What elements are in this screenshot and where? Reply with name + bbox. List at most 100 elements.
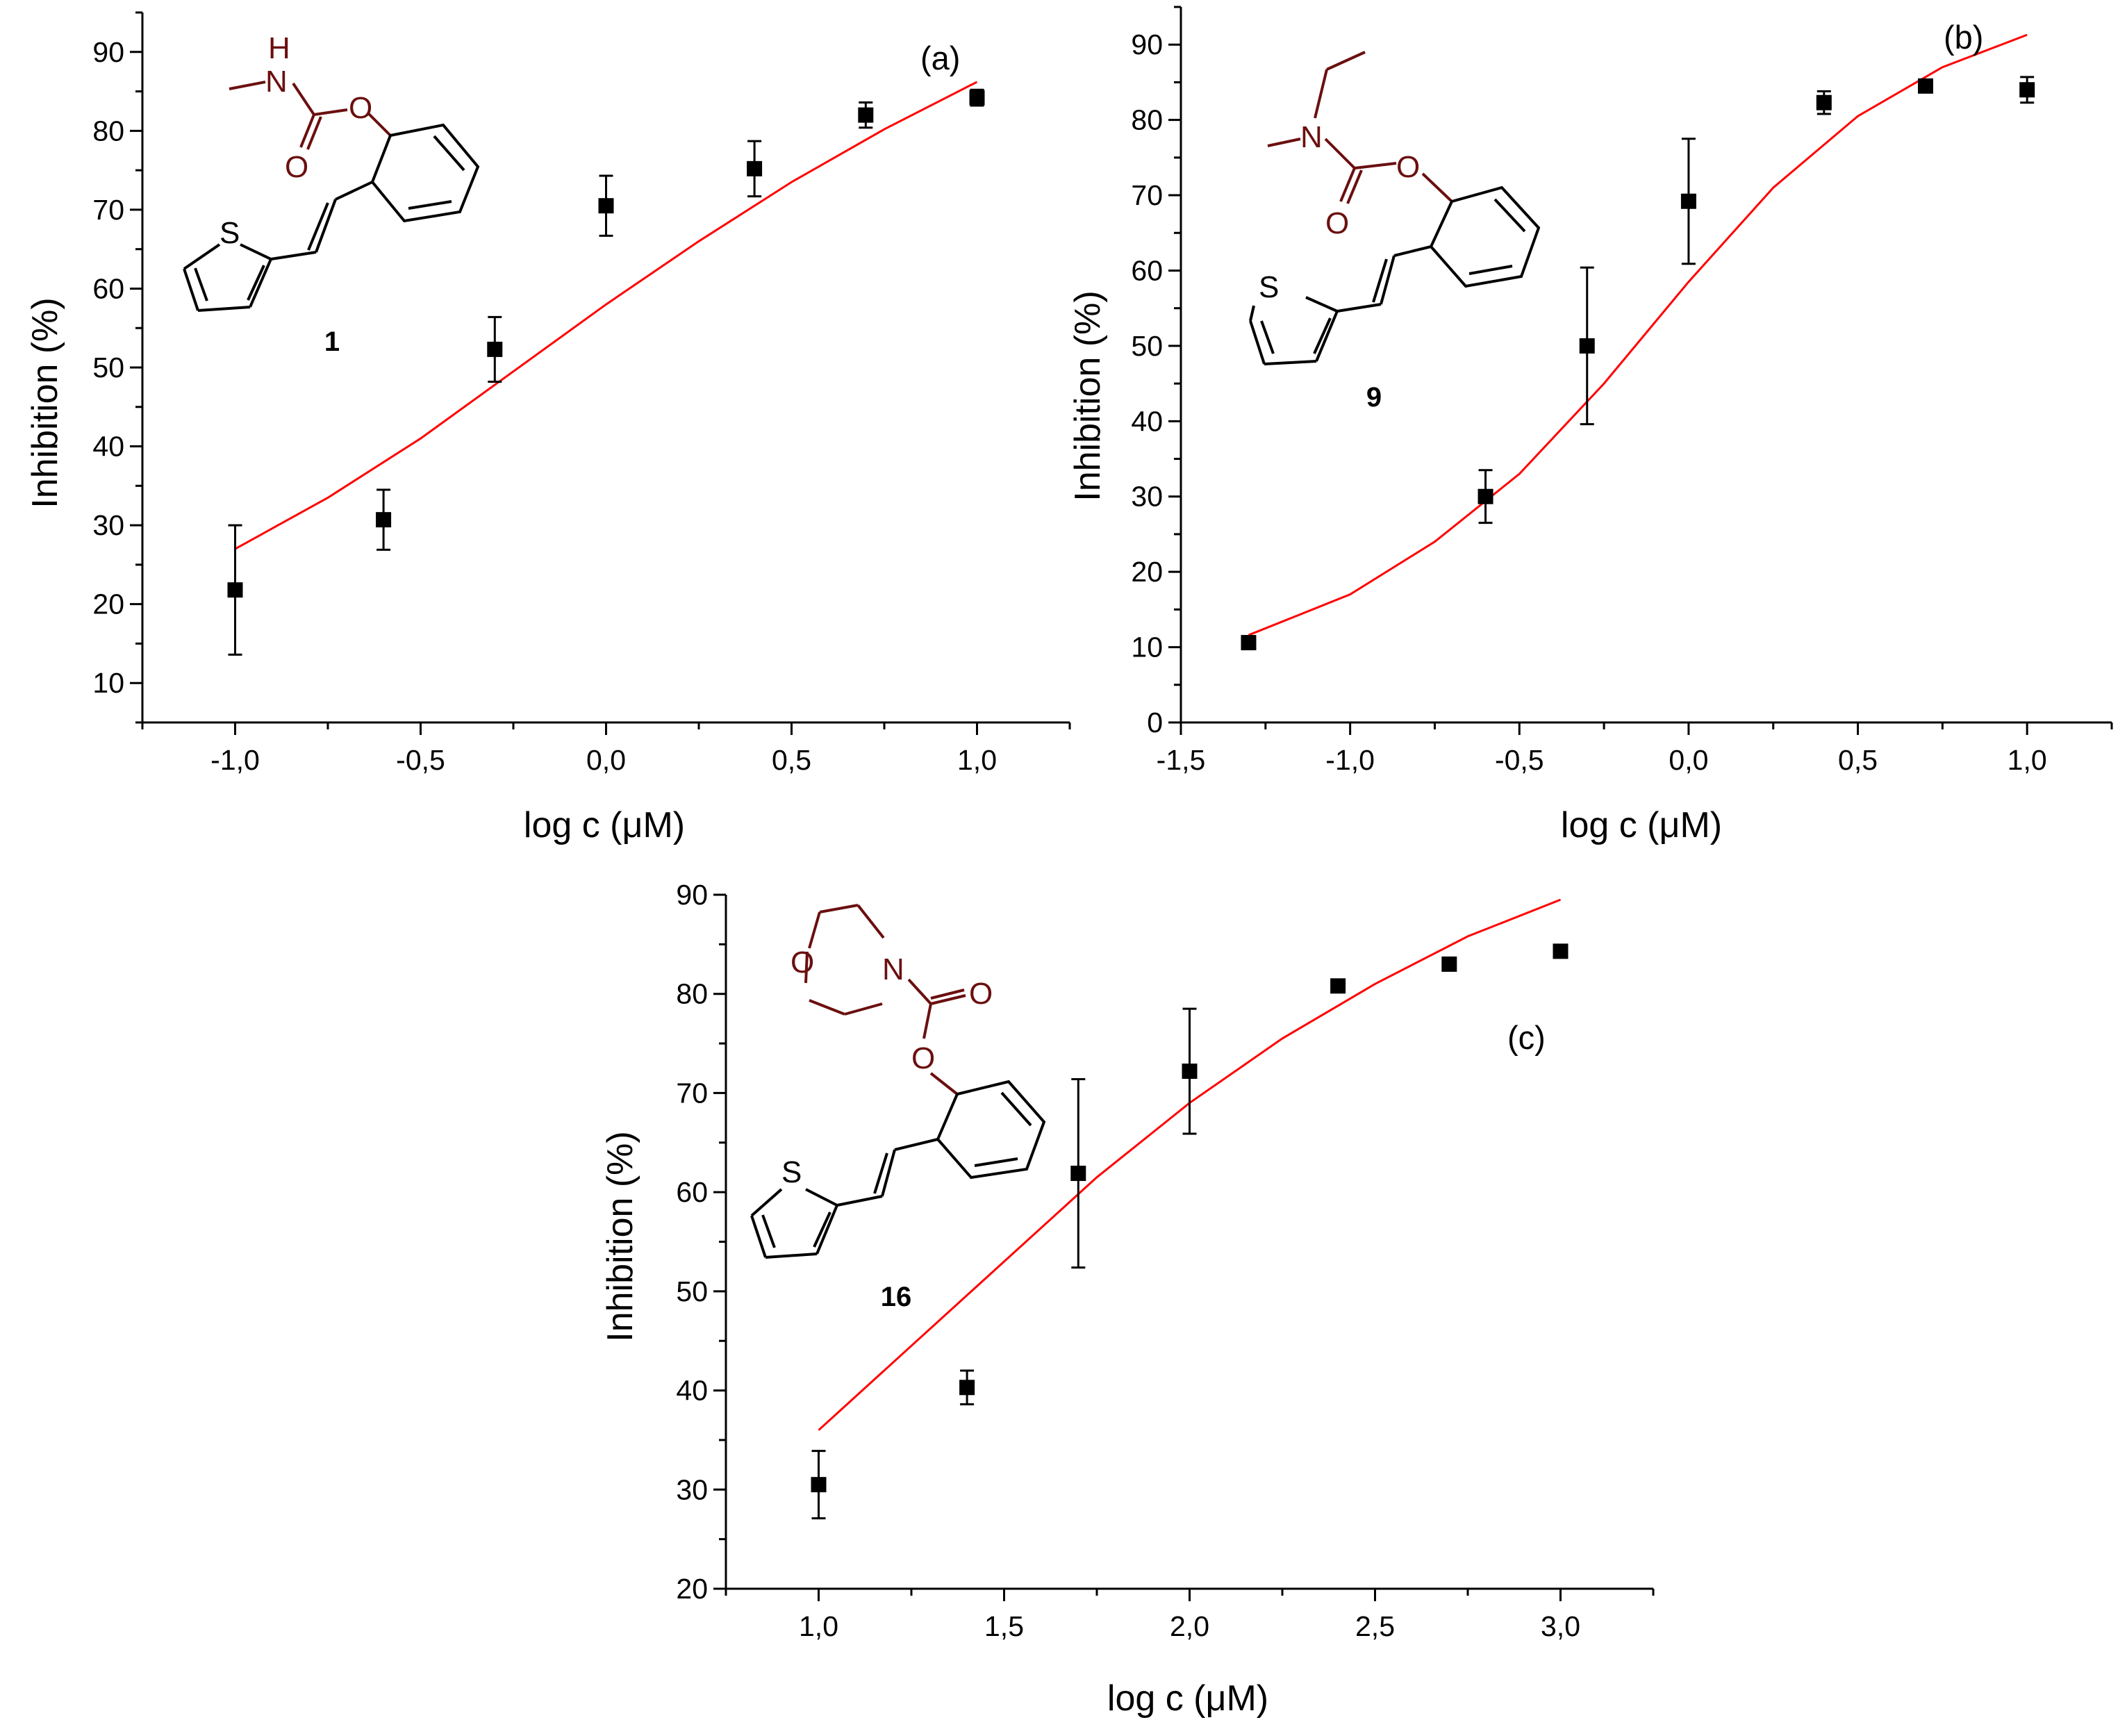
y-tick-label-b: 60 (1131, 254, 1163, 286)
compound-label-16: 16 (881, 1282, 912, 1312)
y-tick-label-c: 30 (676, 1473, 708, 1505)
x-axis-label-c: log c (μM) (1107, 1678, 1268, 1719)
fit-curve-c (818, 898, 1562, 1431)
y-tick-label-c: 80 (676, 978, 708, 1010)
y-tick-label-b: 70 (1131, 179, 1163, 211)
atom-label-h-1: H (268, 31, 290, 65)
data-point-a (747, 160, 763, 176)
data-point-c (1070, 1166, 1086, 1182)
y-tick-label-c: 20 (676, 1573, 708, 1605)
y-tick-label-a: 30 (92, 509, 124, 541)
data-point-a (376, 512, 392, 528)
data-point-a (227, 582, 243, 598)
data-point-a (969, 90, 985, 106)
panel-tag-a: (a) (920, 40, 960, 76)
y-tick-label-b: 50 (1131, 330, 1163, 362)
y-tick-label-c: 70 (676, 1077, 708, 1109)
x-tick-label-b: 0,5 (1838, 744, 1878, 776)
atom-label-s-16: S (781, 1155, 802, 1189)
data-point-b (1579, 338, 1595, 354)
plot-area-a: -1,0 -0,5 0,0 0,5 1,0 10 20 30 40 50 60 70 80 90 (92, 11, 1071, 776)
atom-label-n-16: N (882, 952, 904, 986)
y-axis-label-a: Inhibition (%) (25, 297, 65, 508)
data-point-b (1918, 78, 1933, 94)
data-point-b (1680, 193, 1696, 209)
y-tick-label-c: 50 (676, 1275, 708, 1307)
data-point-a (858, 107, 874, 123)
atom-label-o-carbonyl-1: O (285, 150, 308, 184)
x-tick-label-c: 1,5 (984, 1610, 1024, 1642)
chart-panel-c: 1,0 1,5 2,0 2,5 3,0 20 30 40 50 60 70 80 90 (c) log … (600, 879, 1655, 1719)
atom-label-o-ester-9: O (1396, 150, 1420, 184)
y-tick-label-b: 10 (1131, 631, 1163, 663)
y-tick-label-b: 30 (1131, 481, 1163, 513)
compound-label-9: 9 (1366, 382, 1382, 413)
data-point-c (1182, 1064, 1198, 1080)
fit-curve-a (234, 81, 978, 550)
atom-label-o-ring-16: O (791, 945, 814, 979)
molecule-structure-9 (1249, 51, 1541, 365)
atom-label-o-carbonyl-16: O (969, 977, 993, 1011)
x-tick-label-b: 1,0 (2008, 744, 2047, 776)
y-tick-label-b: 0 (1147, 706, 1163, 738)
y-tick-label-b: 80 (1131, 104, 1163, 136)
data-point-a (598, 198, 614, 214)
fit-curve-b (1248, 33, 2028, 636)
y-tick-label-c: 90 (676, 879, 708, 911)
data-point-c (811, 1477, 827, 1493)
atom-label-o-ester-16: O (911, 1041, 935, 1075)
chart-panel-b: -1,5 -1,0 -0,5 0,0 0,5 1,0 0 10 20 30 40 50 60 70 80 90… (1068, 6, 2113, 845)
x-tick-label-c: 3,0 (1541, 1610, 1580, 1642)
x-tick-label-c: 2,5 (1355, 1610, 1395, 1642)
x-tick-label-c: 2,0 (1170, 1610, 1209, 1642)
x-axis-label-b: log c (μM) (1561, 805, 1722, 845)
y-tick-label-b: 40 (1131, 405, 1163, 437)
y-tick-label-c: 60 (676, 1176, 708, 1208)
atom-label-n-9: N (1300, 120, 1323, 154)
y-tick-label-a: 80 (92, 115, 124, 147)
atom-label-s-1: S (220, 216, 240, 250)
y-tick-label-a: 10 (92, 667, 124, 699)
data-point-b (1478, 488, 1493, 504)
y-axis-label-b: Inhibition (%) (1068, 290, 1108, 501)
data-point-b (2019, 82, 2035, 98)
y-tick-label-a: 90 (92, 36, 124, 68)
x-tick-label-a: -0,5 (396, 744, 445, 776)
plot-area-c: 1,0 1,5 2,0 2,5 3,0 20 30 40 50 60 70 80 90 (676, 879, 1655, 1642)
compound-label-1: 1 (324, 326, 340, 357)
x-tick-label-b: -1,5 (1157, 744, 1206, 776)
data-point-b (1816, 94, 1832, 110)
x-tick-label-a: 1,0 (957, 744, 997, 776)
data-point-c (1330, 978, 1346, 994)
y-tick-label-a: 70 (92, 194, 124, 226)
y-tick-label-a: 60 (92, 272, 124, 304)
x-tick-label-c: 1,0 (799, 1610, 838, 1642)
x-tick-label-a: 0,0 (586, 744, 626, 776)
panel-tag-b: (b) (1944, 19, 1983, 56)
x-tick-label-b: 0,0 (1669, 744, 1708, 776)
atom-label-n-1: N (265, 65, 288, 99)
y-tick-label-a: 20 (92, 588, 124, 620)
x-axis-label-a: log c (μM) (524, 805, 685, 845)
y-tick-label-a: 50 (92, 352, 124, 383)
x-tick-label-a: -1,0 (210, 744, 260, 776)
y-tick-label-a: 40 (92, 431, 124, 463)
x-tick-label-b: -0,5 (1495, 744, 1544, 776)
atom-label-s-9: S (1259, 270, 1279, 304)
y-tick-label-c: 40 (676, 1375, 708, 1407)
data-point-b (1241, 635, 1257, 651)
atom-label-o-ester-1: O (349, 91, 372, 125)
y-tick-label-b: 20 (1131, 556, 1163, 588)
y-tick-label-b: 90 (1131, 28, 1163, 60)
molecule-structure-16 (750, 904, 1046, 1259)
plot-area-b: -1,5 -1,0 -0,5 0,0 0,5 1,0 0 10 20 30 40 50 60 70 80 90 (1131, 6, 2113, 776)
data-point-c (1553, 943, 1569, 959)
molecule-structure-1 (183, 81, 480, 312)
data-point-c (959, 1380, 975, 1396)
x-tick-label-b: -1,0 (1325, 744, 1375, 776)
panel-tag-c: (c) (1507, 1019, 1546, 1056)
y-axis-label-c: Inhibition (%) (600, 1131, 640, 1341)
data-point-a (487, 341, 503, 357)
